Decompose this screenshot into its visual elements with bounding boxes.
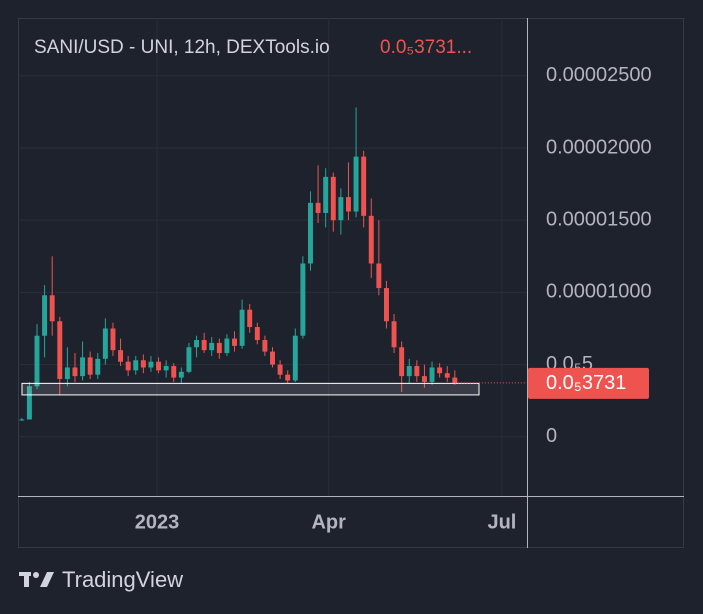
candle-body — [57, 321, 63, 380]
candle-body — [232, 338, 237, 346]
panel — [18, 18, 684, 548]
candle-body — [391, 321, 397, 348]
brand-name: TradingView — [62, 567, 183, 592]
candle-body — [201, 340, 207, 351]
candle-body — [171, 366, 177, 378]
y-tick-label: 0.00002000 — [546, 136, 652, 158]
candle-body — [224, 338, 230, 354]
candle-body — [262, 340, 268, 352]
candle-body — [42, 295, 48, 336]
y-tick-label: 0.00002500 — [546, 64, 652, 86]
brand-logo — [19, 572, 54, 587]
candle-body — [277, 364, 283, 375]
candle-body — [429, 367, 435, 382]
candle-body — [338, 197, 344, 221]
candle-body — [399, 347, 405, 377]
candle-body — [133, 360, 139, 371]
candle-body — [216, 342, 222, 354]
candle-body — [270, 351, 275, 365]
candle-body — [421, 376, 427, 382]
candle-body — [26, 386, 32, 420]
candle-body — [102, 328, 108, 359]
candle-body — [156, 361, 162, 371]
candle-body — [353, 156, 359, 212]
candle-body — [308, 202, 313, 264]
plot — [19, 107, 527, 421]
candle-body — [239, 309, 245, 346]
axis-labels: 00.0₅50.000010000.000015000.000020000.00… — [135, 64, 652, 533]
candle-body — [376, 263, 382, 289]
support-zone — [21, 382, 480, 396]
candle-body — [414, 366, 420, 377]
y-tick-label: 0 — [546, 425, 557, 447]
last-price-label: 0.0₅3731 — [546, 372, 626, 394]
x-tick-label: Apr — [311, 511, 346, 533]
candle-body — [285, 374, 291, 381]
candle-body — [209, 342, 215, 351]
candle-body — [247, 309, 253, 328]
chart-title: SANI/USD - UNI, 12h, DEXTools.io — [34, 37, 330, 58]
candle-body — [194, 340, 199, 348]
candle-body — [315, 202, 321, 213]
x-tick-label: 2023 — [135, 511, 180, 533]
y-tick-label: 0.00001500 — [546, 208, 652, 230]
candle-body — [452, 377, 458, 383]
candle-body — [140, 360, 146, 368]
candle-body — [437, 367, 443, 374]
candle-body — [254, 327, 260, 341]
candle-body — [186, 347, 192, 372]
candle-body — [361, 156, 367, 216]
candle-body — [95, 358, 101, 375]
title-value: 0.0₅3731... — [380, 37, 472, 58]
x-tick-label: Jul — [487, 511, 516, 533]
y-tick-label: 0.00001000 — [546, 281, 652, 303]
candle-body — [383, 288, 389, 322]
candle-body — [444, 373, 450, 378]
candle-body — [163, 366, 169, 371]
candle-body — [34, 335, 40, 387]
candle-body — [148, 361, 154, 368]
candle-body — [118, 350, 124, 362]
candle-body — [346, 197, 351, 212]
candle-body — [330, 176, 336, 221]
last-price-box — [528, 367, 649, 399]
candle-body — [292, 335, 298, 381]
candle-body — [300, 263, 306, 336]
candle-body — [72, 367, 78, 377]
candle-body — [368, 215, 374, 264]
candle-body — [64, 367, 70, 380]
candle-body — [19, 419, 25, 421]
candle-body — [49, 295, 55, 322]
candle-body — [80, 357, 86, 377]
candle-body — [323, 176, 329, 213]
candle-body — [125, 361, 131, 371]
candle-body — [87, 357, 93, 375]
candle-body — [178, 371, 184, 378]
candle-body — [406, 366, 412, 377]
candle-body — [110, 328, 116, 351]
grid — [18, 18, 527, 496]
